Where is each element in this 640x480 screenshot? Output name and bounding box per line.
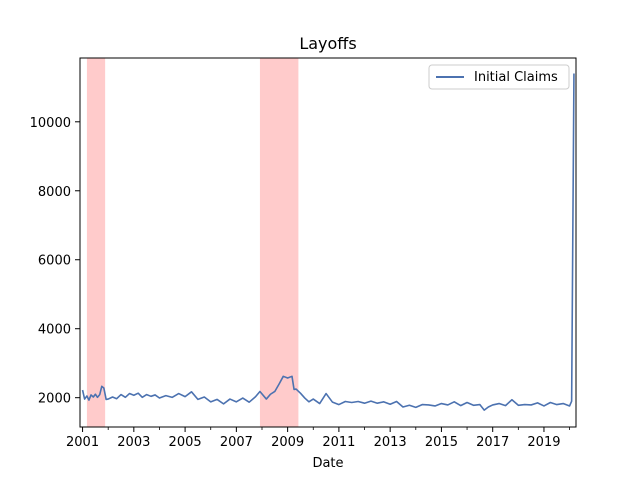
recession-band-2 [259, 58, 299, 427]
plot-frame [79, 57, 577, 428]
x-tick-label: 2015 [425, 435, 458, 450]
plot-area [81, 73, 575, 411]
x-tick-label: 2001 [66, 435, 99, 450]
recession-band-1 [86, 58, 106, 427]
y-axis-ticks: 2000 4000 6000 8000 10000 [30, 116, 80, 407]
y-tick-label: 4000 [38, 323, 71, 338]
x-axis-ticks: 2001 2003 2005 2007 2009 2011 2013 2015 2017 2019 [66, 427, 570, 450]
x-tick-label: 2017 [476, 435, 509, 450]
x-axis-title: Date [312, 456, 343, 471]
x-tick-label: 2007 [220, 435, 253, 450]
y-tick-label: 10000 [30, 116, 71, 131]
legend-label-initial-claims: Initial Claims [474, 70, 558, 85]
legend-frame [428, 64, 570, 90]
legend: Initial Claims [428, 64, 570, 90]
series-line-initial-claims [81, 73, 575, 411]
x-tick-label: 2011 [322, 435, 355, 450]
y-tick-label: 2000 [38, 392, 71, 407]
recession-bands [86, 58, 299, 427]
chart-title: Layoffs [299, 34, 356, 53]
y-tick-label: 8000 [38, 185, 71, 200]
x-tick-label: 2013 [374, 435, 407, 450]
x-tick-label: 2009 [271, 435, 304, 450]
x-tick-label: 2003 [117, 435, 150, 450]
x-tick-label: 2019 [527, 435, 560, 450]
y-tick-label: 6000 [38, 254, 71, 269]
x-tick-label: 2005 [169, 435, 202, 450]
